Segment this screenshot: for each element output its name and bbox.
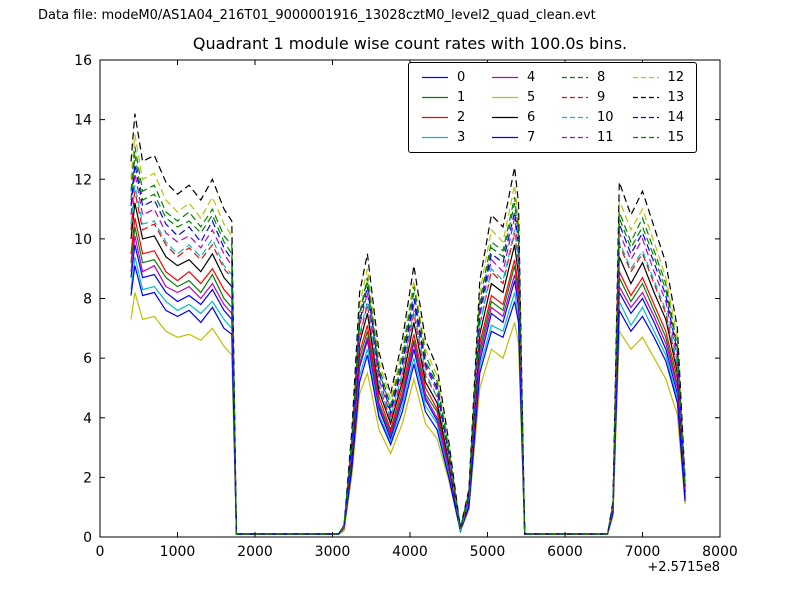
legend-label: 9 — [597, 90, 606, 105]
x-tick-label: 6000 — [547, 544, 583, 560]
legend-label: 12 — [667, 70, 685, 85]
legend-label: 13 — [667, 90, 685, 105]
legend-label: 5 — [527, 90, 536, 105]
legend-item-8: 8 — [561, 70, 614, 85]
series-line-15 — [130, 146, 686, 535]
legend-line-sample — [422, 136, 448, 139]
legend-label: 11 — [597, 130, 614, 145]
legend: 0 1 2 3 4 5 6 7 8 9 10 11 12 13 14 15 — [408, 62, 698, 153]
x-tick-label: 3000 — [315, 544, 351, 560]
legend-item-13: 13 — [632, 90, 685, 105]
legend-line-sample — [422, 96, 448, 99]
legend-line-sample — [632, 136, 659, 139]
chart-title: Quadrant 1 module wise count rates with … — [192, 34, 628, 53]
x-tick-label: 0 — [96, 544, 105, 560]
series-line-12 — [130, 134, 686, 535]
legend-item-2: 2 — [421, 110, 473, 125]
legend-label: 10 — [597, 110, 614, 125]
legend-label: 6 — [527, 110, 536, 125]
legend-item-15: 15 — [632, 130, 685, 145]
series-line-14 — [130, 164, 686, 535]
legend-label: 3 — [457, 130, 466, 145]
legend-item-3: 3 — [421, 130, 473, 145]
legend-item-0: 0 — [421, 70, 473, 85]
x-tick-label: 1000 — [160, 544, 196, 560]
legend-item-12: 12 — [632, 70, 685, 85]
legend-label: 0 — [457, 70, 466, 85]
x-tick-label: 4000 — [392, 544, 428, 560]
legend-line-sample — [632, 76, 659, 79]
legend-line-sample — [562, 76, 588, 79]
legend-label: 8 — [597, 70, 606, 85]
y-tick-label: 6 — [83, 351, 92, 367]
x-tick-label: 8000 — [702, 544, 738, 560]
legend-line-sample — [562, 116, 588, 119]
y-tick-label: 4 — [83, 411, 92, 427]
x-tick-label: 2000 — [237, 544, 273, 560]
legend-line-sample — [492, 76, 518, 79]
legend-line-sample — [562, 96, 588, 99]
legend-item-11: 11 — [561, 130, 614, 145]
y-tick-label: 8 — [83, 292, 92, 308]
x-tick-label: 7000 — [625, 544, 661, 560]
legend-line-sample — [632, 96, 659, 99]
legend-item-1: 1 — [421, 90, 473, 105]
legend-line-sample — [422, 76, 448, 79]
y-tick-label: 14 — [74, 113, 92, 129]
y-tick-label: 12 — [74, 172, 92, 188]
legend-line-sample — [492, 96, 518, 99]
x-tick-label: 5000 — [470, 544, 506, 560]
legend-item-7: 7 — [491, 130, 543, 145]
legend-label: 15 — [667, 130, 685, 145]
legend-label: 1 — [457, 90, 466, 105]
legend-item-5: 5 — [491, 90, 543, 105]
legend-line-sample — [422, 116, 448, 119]
legend-item-10: 10 — [561, 110, 614, 125]
legend-item-14: 14 — [632, 110, 685, 125]
y-tick-label: 2 — [83, 470, 92, 486]
legend-line-sample — [562, 136, 588, 139]
x-axis-offset-label: +2.5715e8 — [647, 560, 720, 575]
series-line-7 — [130, 265, 686, 535]
datafile-label: Data file: modeM0/AS1A04_216T01_90000019… — [38, 8, 596, 23]
legend-line-sample — [492, 116, 518, 119]
y-tick-label: 0 — [83, 530, 92, 546]
legend-label: 4 — [527, 70, 536, 85]
legend-line-sample — [492, 136, 518, 139]
legend-item-4: 4 — [491, 70, 543, 85]
legend-line-sample — [632, 116, 659, 119]
series-line-4 — [130, 235, 686, 535]
y-tick-label: 16 — [74, 53, 92, 69]
legend-label: 2 — [457, 110, 466, 125]
legend-item-6: 6 — [491, 110, 543, 125]
series-line-3 — [130, 256, 686, 535]
legend-item-9: 9 — [561, 90, 614, 105]
legend-label: 14 — [667, 110, 685, 125]
y-tick-label: 10 — [74, 232, 92, 248]
legend-label: 7 — [527, 130, 536, 145]
